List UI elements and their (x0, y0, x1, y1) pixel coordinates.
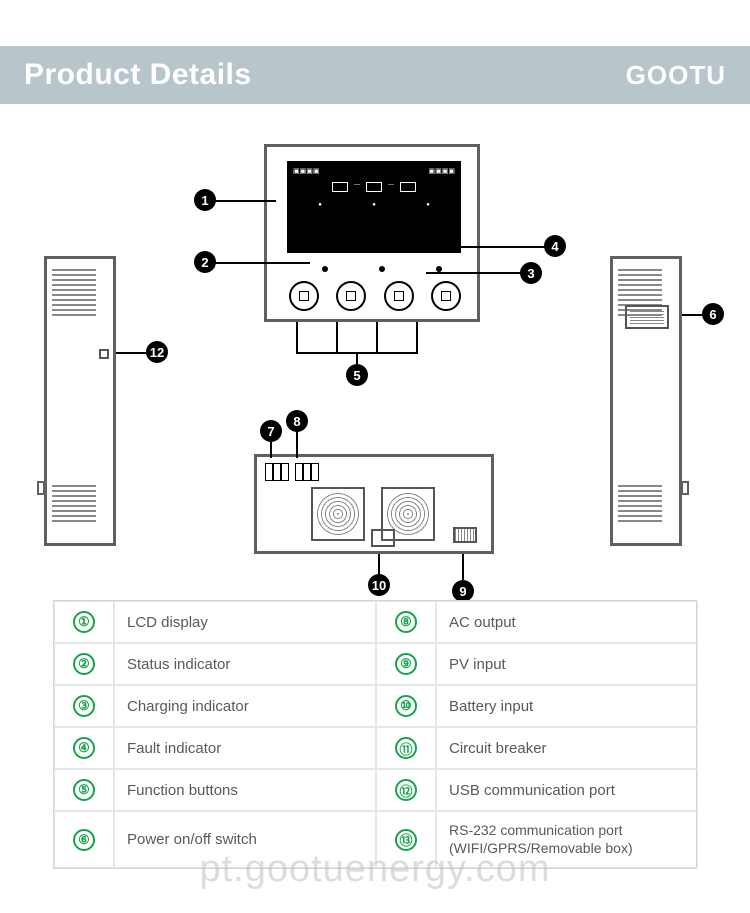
terminal-block (265, 463, 319, 481)
callout-10: 10 (368, 574, 390, 596)
callout-9: 9 (452, 580, 474, 602)
function-buttons (289, 281, 461, 317)
fn-btn-4 (431, 281, 461, 311)
fn-btn-3 (384, 281, 414, 311)
usb-port-icon (99, 349, 109, 359)
legend-label: Fault indicator (114, 727, 376, 769)
legend-num: ② (54, 643, 114, 685)
callout-12: 12 (146, 341, 168, 363)
legend-num: ④ (54, 727, 114, 769)
page-title: Product Details (24, 58, 252, 92)
fan-icon (311, 487, 365, 541)
legend-label: Battery input (436, 685, 698, 727)
power-switch-icon (625, 305, 669, 329)
side-view-right (610, 256, 682, 546)
legend-num: ⑤ (54, 769, 114, 811)
diagram-stage: ▣▣▣▣▣▣▣▣ —— ●●● 1 2 3 4 5 (0, 104, 750, 624)
legend-num: ⑫ (376, 769, 436, 811)
legend-label: Charging indicator (114, 685, 376, 727)
lcd-display: ▣▣▣▣▣▣▣▣ —— ●●● (287, 161, 461, 253)
legend-num: ⑬ (376, 811, 436, 868)
callout-5: 5 (346, 364, 368, 386)
legend-label: Circuit breaker (436, 727, 698, 769)
legend-num: ⑪ (376, 727, 436, 769)
rear-view (254, 454, 494, 554)
legend-label: AC output (436, 601, 698, 643)
fn-btn-1 (289, 281, 319, 311)
legend-label: Power on/off switch (114, 811, 376, 868)
legend-label: RS-232 communication port (WIFI/GPRS/Rem… (436, 811, 698, 868)
legend-label: USB communication port (436, 769, 698, 811)
callout-3: 3 (520, 262, 542, 284)
legend-num: ⑨ (376, 643, 436, 685)
socket-icon (453, 527, 477, 543)
legend-num: ③ (54, 685, 114, 727)
callout-8: 8 (286, 410, 308, 432)
indicator-row (307, 261, 457, 277)
legend-label: LCD display (114, 601, 376, 643)
callout-4: 4 (544, 235, 566, 257)
header-bar: Product Details GOOTU (0, 46, 750, 104)
socket-icon (371, 529, 395, 547)
side-view-left (44, 256, 116, 546)
legend-label: Function buttons (114, 769, 376, 811)
legend-table: ①LCD display⑧AC output ②Status indicator⑨… (53, 600, 697, 869)
callout-2: 2 (194, 251, 216, 273)
legend-num: ① (54, 601, 114, 643)
legend-label: Status indicator (114, 643, 376, 685)
brand-logo: GOOTU (626, 60, 726, 91)
legend-num: ⑧ (376, 601, 436, 643)
front-panel: ▣▣▣▣▣▣▣▣ —— ●●● (264, 144, 480, 322)
fn-btn-2 (336, 281, 366, 311)
legend-num: ⑥ (54, 811, 114, 868)
callout-1: 1 (194, 189, 216, 211)
callout-6: 6 (702, 303, 724, 325)
legend-label: PV input (436, 643, 698, 685)
legend-num: ⑩ (376, 685, 436, 727)
callout-7: 7 (260, 420, 282, 442)
